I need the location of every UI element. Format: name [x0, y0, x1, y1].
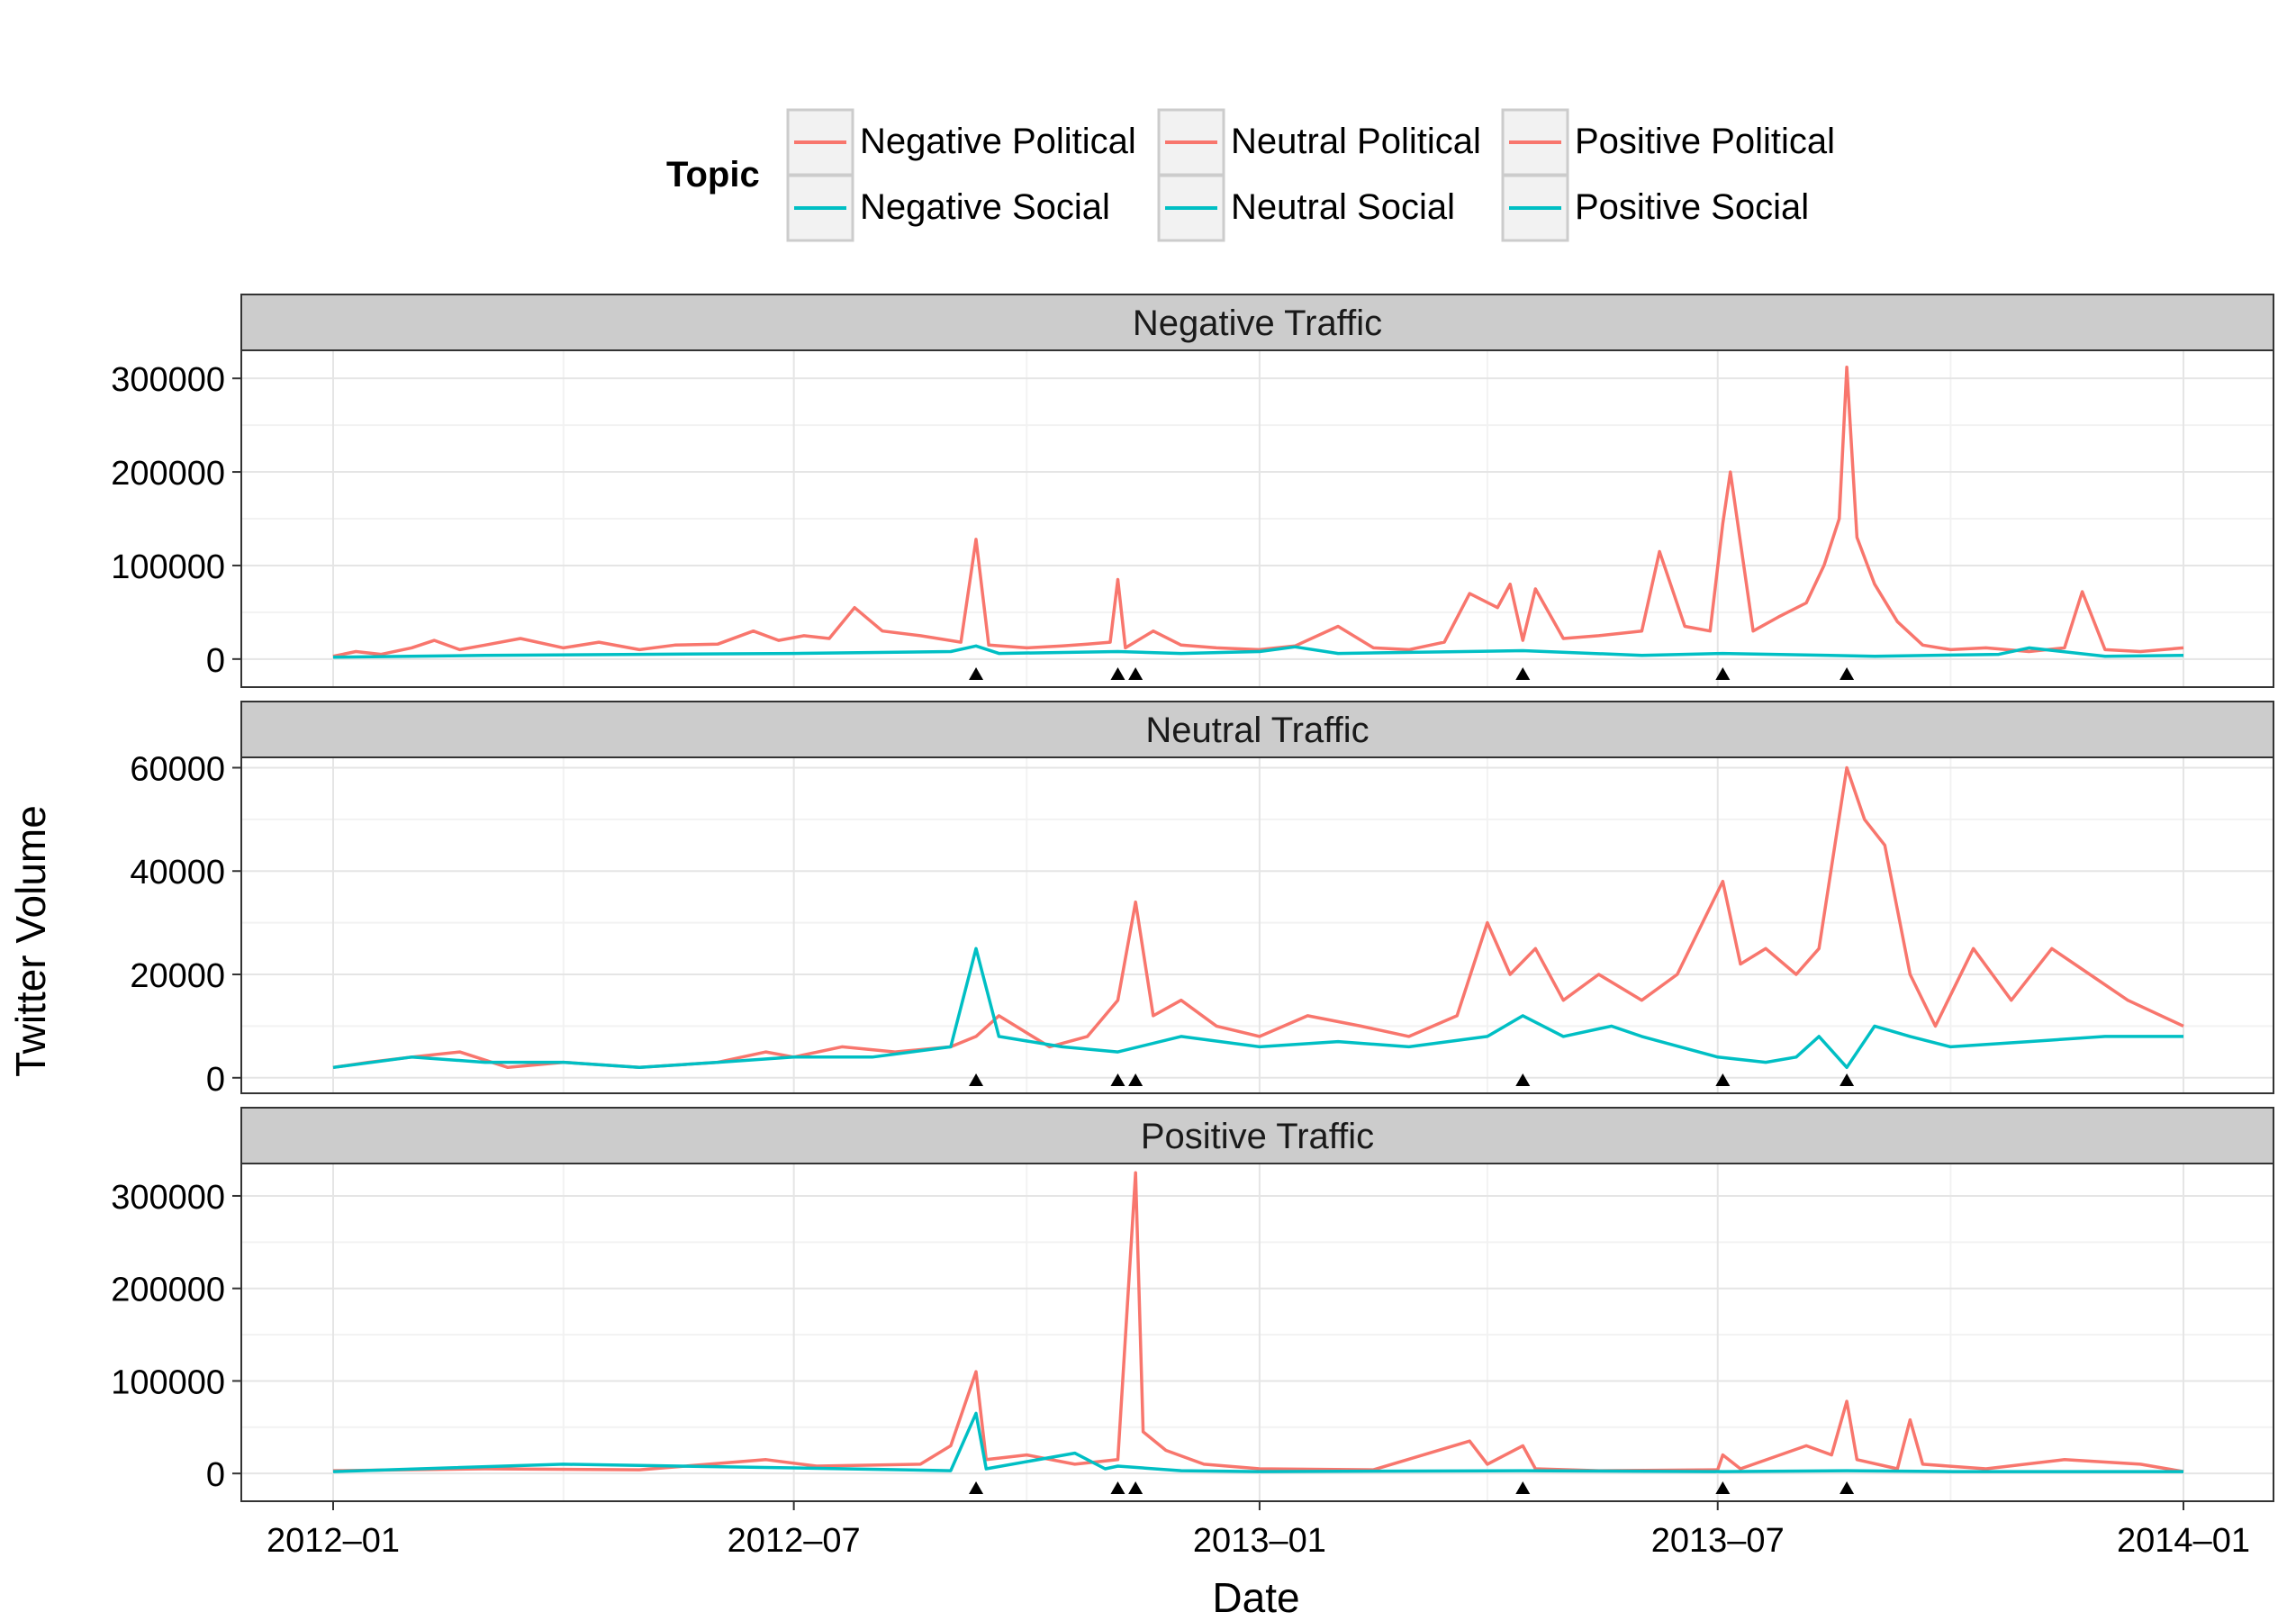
- series-line-neutral-social: [332, 946, 2183, 1070]
- event-marker: [1515, 1481, 1531, 1494]
- event-marker: [1715, 667, 1731, 680]
- x-tick-label: 2012–07: [728, 1522, 861, 1560]
- event-marker: [1128, 1481, 1143, 1494]
- y-tick-label: 300000: [111, 1179, 225, 1217]
- facet-strip: [240, 294, 2274, 351]
- facet-strip: [240, 701, 2274, 758]
- event-marker: [1110, 667, 1125, 680]
- panel-border: [240, 1163, 2274, 1502]
- legend-label: Neutral Political: [1231, 122, 1481, 161]
- event-marker: [969, 667, 984, 680]
- plot-background: [241, 757, 2273, 1093]
- event-marker: [1840, 1481, 1855, 1494]
- event-marker: [1840, 1073, 1855, 1086]
- legend-title: Topic: [666, 155, 760, 195]
- y-tick-label: 100000: [111, 548, 225, 586]
- event-marker: [1110, 1481, 1125, 1494]
- series-line-positive-social: [332, 1411, 2183, 1473]
- plot-background: [241, 1164, 2273, 1501]
- facet-strip-title: Negative Traffic: [1133, 303, 1382, 343]
- event-marker: [1515, 667, 1531, 680]
- facet-strip-title: Neutral Traffic: [1145, 711, 1369, 750]
- event-marker: [1128, 667, 1143, 680]
- y-axis-label: Twitter Volume: [7, 805, 54, 1077]
- x-tick-label: 2012–01: [267, 1522, 400, 1560]
- y-tick-label: 100000: [111, 1363, 225, 1401]
- x-tick-label: 2014–01: [2117, 1522, 2250, 1560]
- y-tick-label: 0: [206, 642, 225, 680]
- x-axis: 2012–01 2012–07 2013–01 2013–07 2014–01: [267, 1501, 2250, 1560]
- series-line-neutral-political: [332, 765, 2184, 1070]
- x-tick-label: 2013–07: [1651, 1522, 1785, 1560]
- event-marker: [1110, 1073, 1125, 1086]
- y-tick-label: 200000: [111, 1272, 225, 1309]
- legend-label: Negative Political: [860, 122, 1136, 161]
- series-line-negative-social: [332, 644, 2184, 659]
- legend-label: Neutral Social: [1231, 187, 1455, 227]
- y-tick-label: 200000: [111, 455, 225, 493]
- event-marker: [1715, 1073, 1731, 1086]
- y-tick-label: 300000: [111, 361, 225, 399]
- legend-label: Negative Social: [860, 187, 1110, 227]
- y-tick-label: 0: [206, 1061, 225, 1099]
- event-marker: [1515, 1073, 1531, 1086]
- y-tick-label: 60000: [130, 750, 225, 788]
- event-marker: [1715, 1481, 1731, 1494]
- series-line-negative-political: [332, 365, 2184, 658]
- facet-panel: Neutral Traffic 0 20000 40000 60000: [130, 701, 2274, 1099]
- y-tick-label: 0: [206, 1456, 225, 1494]
- event-marker: [1128, 1073, 1143, 1086]
- y-tick-label: 40000: [130, 854, 225, 892]
- facet-panel: Positive Traffic 0 100000 200000 300000: [111, 1107, 2274, 1502]
- y-tick-label: 20000: [130, 957, 225, 995]
- facet-panel: Negative Traffic 0 100000 200000 300000: [111, 294, 2274, 688]
- legend-label: Positive Social: [1575, 187, 1809, 227]
- legend: Topic Negative Political Negative Social N…: [666, 108, 1835, 242]
- event-marker: [969, 1073, 984, 1086]
- facet-strip: [240, 1107, 2274, 1164]
- event-marker: [1840, 667, 1855, 680]
- facet-panels: Negative Traffic0100000200000300000Neutr…: [111, 294, 2274, 1560]
- x-tick-label: 2013–01: [1193, 1522, 1326, 1560]
- x-axis-label: Date: [1212, 1574, 1299, 1621]
- facet-strip-title: Positive Traffic: [1141, 1117, 1374, 1156]
- legend-label: Positive Political: [1575, 122, 1835, 161]
- panel-border: [240, 349, 2274, 688]
- series-line-positive-political: [332, 1171, 2184, 1473]
- event-marker: [969, 1481, 984, 1494]
- panel-border: [240, 756, 2274, 1094]
